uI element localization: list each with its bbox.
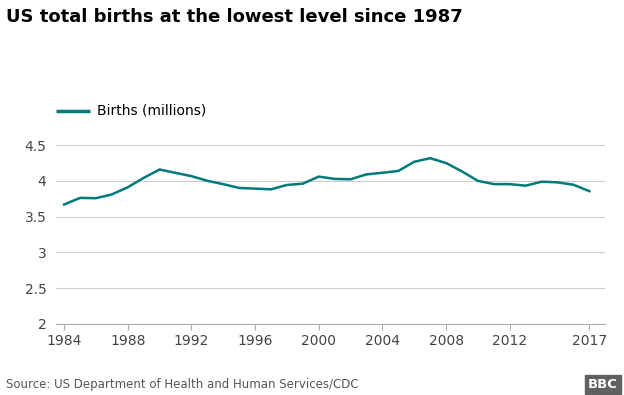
Text: Births (millions): Births (millions) xyxy=(97,103,206,118)
Text: BBC: BBC xyxy=(588,378,618,391)
Text: US total births at the lowest level since 1987: US total births at the lowest level sinc… xyxy=(6,8,463,26)
Text: Source: US Department of Health and Human Services/CDC: Source: US Department of Health and Huma… xyxy=(6,378,359,391)
